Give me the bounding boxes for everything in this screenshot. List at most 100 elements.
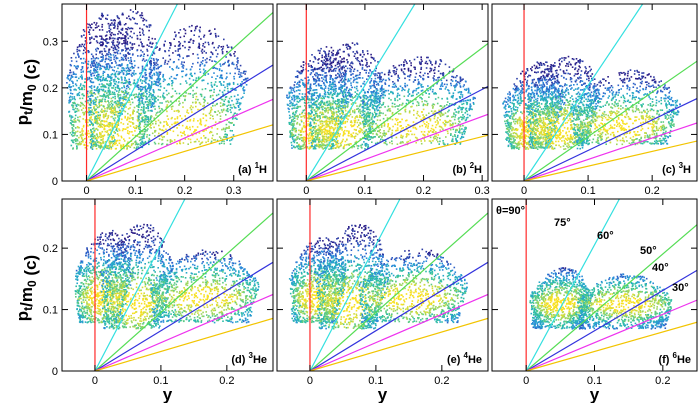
data-point [339, 107, 342, 109]
data-point [322, 68, 324, 70]
data-point [74, 102, 76, 105]
data-point [340, 115, 343, 117]
data-point [198, 101, 201, 104]
cluster-2 [86, 9, 163, 150]
data-point [229, 109, 232, 111]
data-point [124, 103, 126, 105]
data-point [84, 47, 86, 49]
data-point [347, 53, 350, 56]
data-point [72, 71, 75, 73]
data-point [201, 142, 203, 144]
data-point [241, 81, 243, 83]
data-point [124, 117, 126, 119]
data-point [112, 144, 114, 146]
data-point [347, 105, 349, 107]
data-point [323, 124, 325, 127]
data-point [356, 57, 359, 59]
data-point [102, 94, 105, 97]
data-point [216, 68, 219, 70]
data-point [165, 120, 167, 123]
data-point [199, 26, 201, 29]
data-point [357, 93, 359, 96]
data-point [123, 92, 126, 94]
data-point [89, 120, 91, 122]
data-point [148, 68, 151, 70]
data-point [112, 140, 114, 142]
data-point [335, 90, 337, 92]
data-point [332, 68, 335, 71]
data-point [310, 132, 313, 135]
data-point [329, 68, 332, 71]
data-point [143, 134, 145, 136]
data-point [115, 44, 118, 47]
data-point [68, 79, 71, 82]
data-point [343, 129, 346, 132]
data-point [97, 89, 100, 91]
data-point [356, 85, 358, 88]
data-point [124, 115, 126, 118]
data-point [185, 73, 188, 76]
data-point [214, 121, 217, 123]
data-point [149, 24, 152, 26]
data-point [150, 86, 153, 88]
data-point [111, 41, 113, 43]
data-point [158, 132, 160, 135]
data-point [238, 109, 240, 111]
data-point [368, 114, 371, 116]
data-point [313, 67, 316, 70]
data-point [199, 119, 202, 122]
data-point [118, 100, 120, 102]
data-point [154, 80, 157, 83]
data-point [138, 97, 140, 100]
data-point [122, 13, 124, 16]
data-point [322, 82, 325, 84]
data-point [294, 120, 296, 122]
data-point [353, 119, 356, 122]
data-point [300, 120, 303, 123]
data-point [321, 97, 324, 100]
data-point [102, 78, 104, 80]
data-point [240, 85, 242, 88]
data-point [126, 43, 129, 46]
data-point [89, 111, 92, 114]
data-point [140, 138, 142, 141]
data-point [98, 101, 100, 104]
data-point [331, 103, 334, 106]
data-point [311, 103, 314, 105]
data-point [362, 98, 365, 101]
data-point [378, 75, 381, 78]
data-point [132, 111, 134, 114]
data-point [70, 60, 73, 62]
data-point [69, 100, 72, 103]
data-point [312, 69, 314, 71]
data-point [199, 71, 202, 73]
data-point [232, 117, 234, 119]
data-point [117, 111, 120, 113]
data-point [139, 102, 141, 104]
data-point [322, 63, 324, 66]
data-point [348, 93, 350, 95]
data-point [154, 100, 157, 103]
x-tick-label: 0.2 [177, 185, 192, 197]
data-point [316, 136, 319, 139]
data-point [118, 71, 120, 73]
data-point [337, 100, 339, 103]
data-point [321, 144, 323, 146]
data-point [335, 87, 337, 90]
data-point [200, 123, 203, 126]
data-point [369, 69, 371, 71]
data-point [209, 56, 212, 59]
data-point [117, 87, 119, 89]
data-point [141, 141, 144, 144]
data-point [151, 46, 153, 48]
data-point [327, 96, 330, 98]
data-point [351, 93, 353, 96]
data-point [353, 111, 356, 114]
data-point [310, 106, 313, 109]
data-point [351, 62, 354, 65]
data-point [302, 115, 305, 117]
data-point [196, 138, 198, 141]
data-point [288, 121, 290, 124]
data-point [307, 123, 309, 125]
data-point [153, 74, 156, 76]
